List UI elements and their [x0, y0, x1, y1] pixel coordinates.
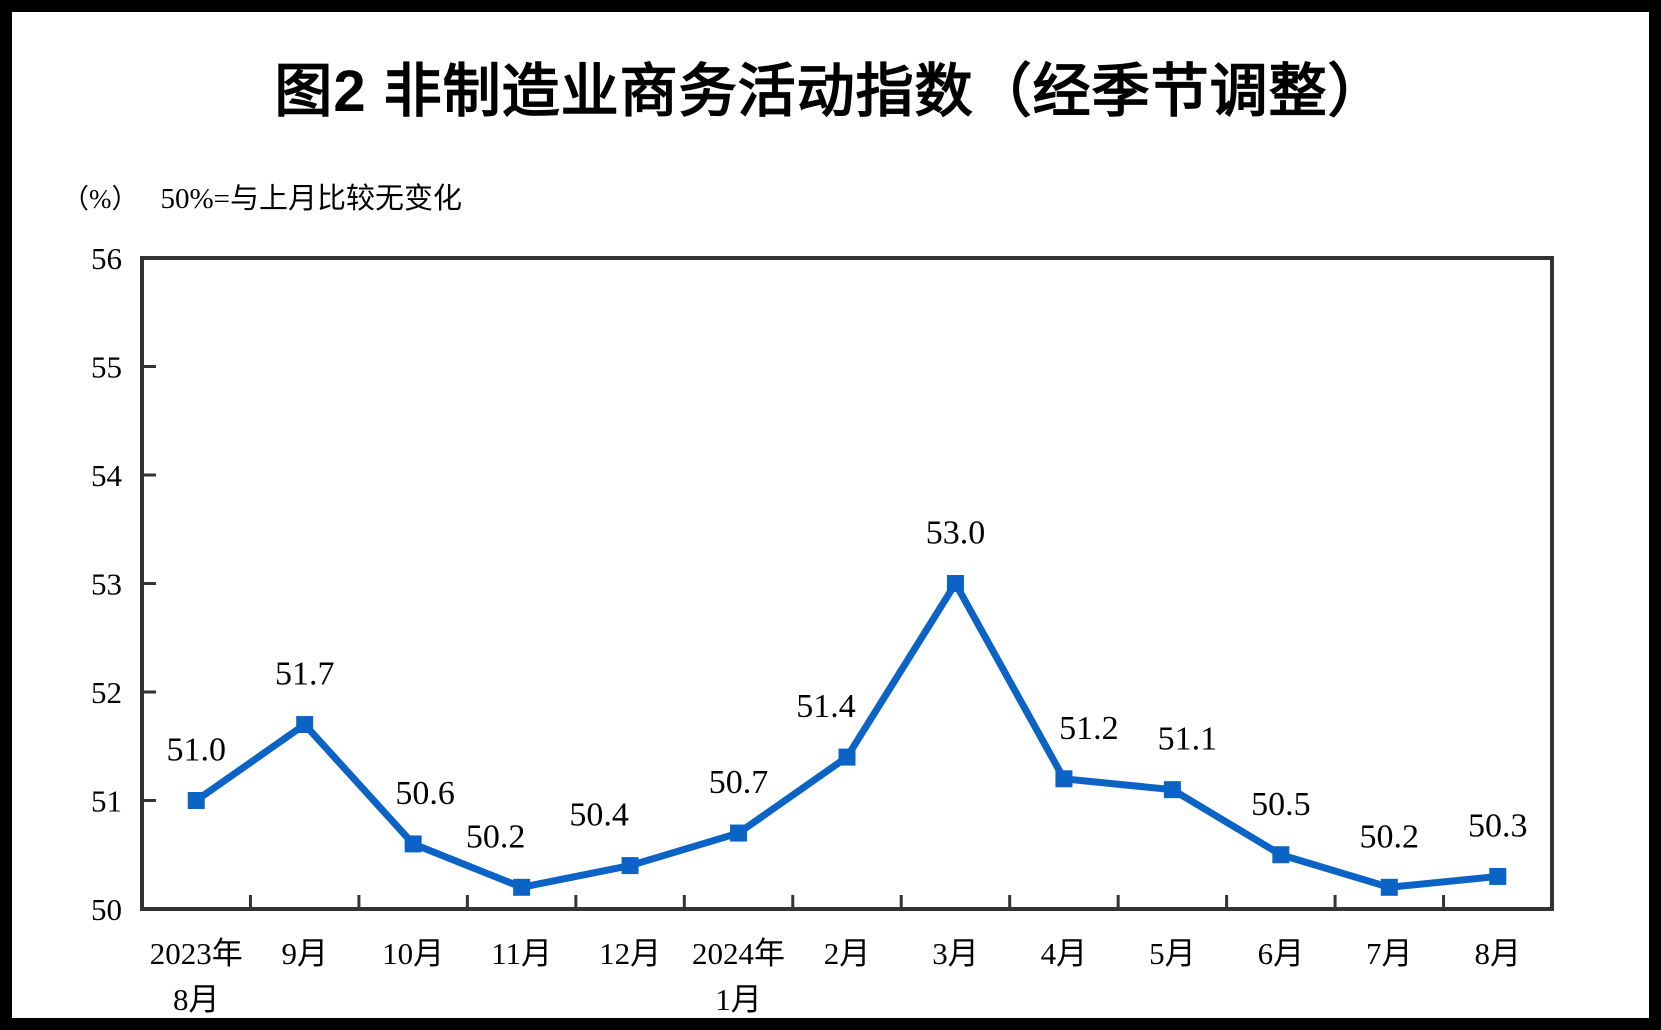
data-point-label: 50.3 [1468, 807, 1528, 844]
data-point-marker [296, 716, 314, 734]
y-axis-tick-label: 56 [91, 241, 122, 276]
data-point-label: 50.2 [466, 818, 526, 855]
chart-title: 图2 非制造业商务活动指数（经季节调整） [274, 59, 1387, 124]
data-point-marker [1489, 867, 1507, 885]
y-axis-tick-label: 55 [91, 350, 122, 385]
data-point-label: 51.7 [275, 656, 335, 693]
data-point-marker [1272, 846, 1290, 864]
data-point-label: 51.4 [796, 688, 856, 725]
x-axis-category-label: 2月 [824, 936, 871, 971]
x-axis-category-label: 2024年 [692, 936, 785, 971]
data-point-marker [730, 824, 748, 842]
data-point-marker [1055, 770, 1073, 788]
data-point-label: 50.2 [1360, 818, 1420, 855]
data-point-label: 51.0 [166, 732, 226, 769]
x-axis-category-label-line2: 8月 [173, 982, 220, 1017]
series-line [194, 576, 1499, 891]
data-point-marker [946, 575, 964, 592]
data-point-label: 50.4 [569, 797, 629, 834]
data-point-label: 50.6 [395, 775, 455, 812]
data-point-label: 50.5 [1251, 786, 1311, 823]
x-axis-category-label: 2023年 [150, 936, 243, 971]
data-point-marker [838, 748, 856, 766]
y-axis-tick-label: 50 [91, 892, 122, 927]
data-point-label: 53.0 [926, 515, 986, 552]
y-axis-tick-label: 52 [91, 675, 122, 710]
y-axis-tick-label: 51 [91, 784, 122, 819]
data-point-marker [187, 792, 205, 809]
x-axis-category-label: 10月 [382, 936, 444, 971]
x-axis-category-label: 9月 [281, 936, 328, 971]
data-point-label: 50.7 [709, 764, 769, 801]
x-axis-category-label: 11月 [491, 936, 552, 971]
x-axis-category-label: 4月 [1041, 936, 1088, 971]
x-axis-category-label: 5月 [1149, 936, 1196, 971]
plot-area-border [140, 256, 1554, 911]
data-point-marker [513, 878, 531, 896]
y-axis-unit-label: （%） [62, 184, 139, 214]
chart-subtitle: （%） 50%=与上月比较无变化 [62, 175, 462, 217]
x-axis-category-label: 8月 [1475, 936, 1522, 971]
x-axis-category-label: 6月 [1258, 936, 1305, 971]
y-axis-tick-label: 54 [91, 458, 123, 493]
data-point-marker [1380, 878, 1398, 896]
x-axis-category-label: 12月 [599, 936, 661, 971]
data-point-marker [404, 835, 422, 853]
data-point-label: 51.2 [1059, 710, 1119, 747]
y-axis-tick-label: 53 [91, 567, 122, 602]
data-point-marker [621, 857, 639, 875]
x-axis-category-label: 7月 [1366, 936, 1413, 971]
line-chart-plot: 50 51 52 53 54 55 56 2023年 8月 9月 10月 11月 12月 2024年 1月 2… [91, 241, 1554, 1017]
data-point-marker [1163, 781, 1181, 799]
x-axis-category-label: 3月 [932, 936, 979, 971]
x-axis-category-label-line2: 1月 [715, 982, 762, 1017]
data-point-label: 51.1 [1158, 721, 1218, 758]
reference-note: 50%=与上月比较无变化 [160, 183, 463, 215]
